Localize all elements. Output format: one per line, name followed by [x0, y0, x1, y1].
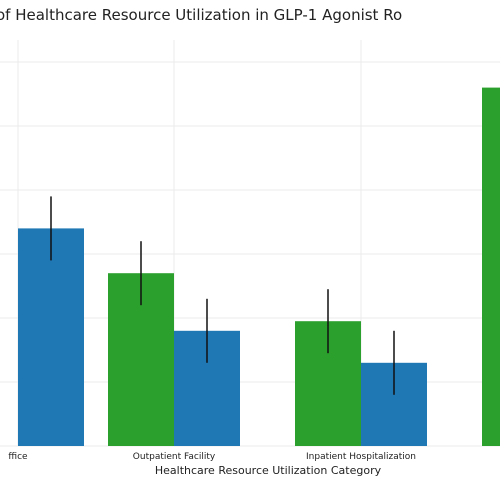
x-tick-label: ffice — [8, 452, 28, 462]
x-axis-label: Healthcare Resource Utilization Category — [155, 464, 382, 477]
chart-title: of Healthcare Resource Utilization in GL… — [0, 6, 402, 24]
error-bars-layer — [50, 196, 395, 395]
bar — [18, 228, 84, 446]
bar — [482, 87, 500, 446]
x-tick-label: Outpatient Facility — [133, 452, 216, 462]
x-tick-label: Inpatient Hospitalization — [306, 452, 416, 462]
bars-layer — [18, 87, 500, 446]
x-tick-labels: ffice Outpatient Facility Inpatient Hospit… — [8, 452, 416, 462]
